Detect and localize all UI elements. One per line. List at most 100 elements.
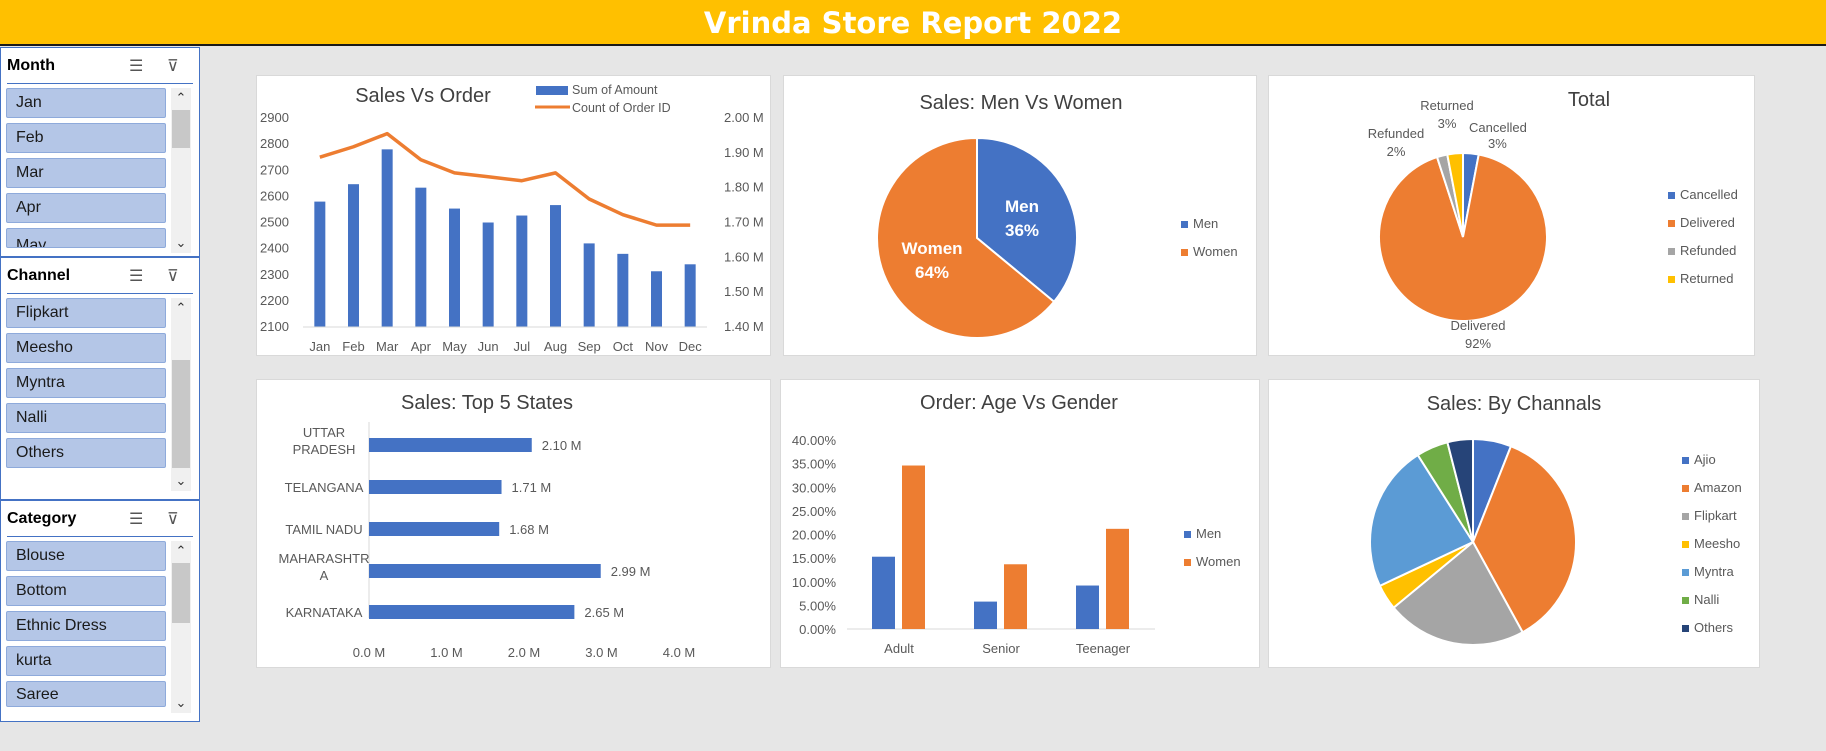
order-status-chart[interactable]: Total Cancelled 3% Delivered 92% Refunded 2% Re… <box>1268 75 1755 356</box>
legend-label: Meesho <box>1694 536 1740 551</box>
data-label: 64% <box>915 263 949 282</box>
y-tick-label: 20.00% <box>792 528 837 543</box>
chart-title: Sales: Men Vs Women <box>919 92 1122 114</box>
slicer-item-may[interactable]: May <box>6 228 166 248</box>
legend-swatch <box>1682 625 1689 632</box>
slicer-item-apr[interactable]: Apr <box>6 193 166 223</box>
scroll-down-icon[interactable]: ⌄ <box>175 235 187 250</box>
bar-sum-of-amount <box>583 243 595 327</box>
legend-swatch <box>1682 513 1689 520</box>
scroll-thumb[interactable] <box>172 563 190 623</box>
chart-title: Order: Age Vs Gender <box>920 392 1118 414</box>
slicer-item-jan[interactable]: Jan <box>6 88 166 118</box>
legend-swatch <box>1668 248 1675 255</box>
clear-filter-icon[interactable]: ⊽ <box>167 58 179 75</box>
legend-label: Returned <box>1680 271 1733 286</box>
slicer-item-bottom[interactable]: Bottom <box>6 576 166 606</box>
bar-sum-of-amount <box>684 264 696 327</box>
slicer-item-blouse[interactable]: Blouse <box>6 541 166 571</box>
x-tick-label: 2.0 M <box>508 645 541 660</box>
slicer-item-meesho[interactable]: Meesho <box>6 333 166 363</box>
clear-filter-icon[interactable]: ⊽ <box>167 268 179 285</box>
slicer-item-saree[interactable]: Saree <box>6 681 166 707</box>
slicer-item-ethnic-dress[interactable]: Ethnic Dress <box>6 611 166 641</box>
multi-select-icon[interactable]: ☰ <box>129 511 144 528</box>
slicer-scrollbar[interactable]: ⌃ ⌄ <box>171 541 191 713</box>
data-label: 2.10 M <box>542 438 582 453</box>
legend-label: Myntra <box>1694 564 1735 579</box>
line-count-of-order-id <box>319 131 691 227</box>
bar-sum-of-amount <box>550 205 561 327</box>
x-tick-label: Senior <box>982 641 1020 656</box>
bar-sum-of-amount <box>415 187 427 327</box>
channel-slicer[interactable]: Channel ☰ ⊽ Flipkart Meesho Myntra Nalli… <box>0 257 200 500</box>
legend-swatch <box>1668 276 1675 283</box>
month-slicer[interactable]: Month ☰ ⊽ Jan Feb Mar Apr May ⌃ ⌄ <box>0 47 200 257</box>
top-states-chart[interactable]: Sales: Top 5 States UTTAR PRADESH 2.10 M TEL… <box>256 379 771 668</box>
y-tick-label: 2500 <box>260 215 289 230</box>
age-vs-gender-chart[interactable]: Order: Age Vs Gender 40.00% 35.00% 30.00% 25… <box>780 379 1260 668</box>
y-tick-label: A <box>320 568 329 583</box>
category-slicer[interactable]: Category ☰ ⊽ Blouse Bottom Ethnic Dress … <box>0 500 200 722</box>
scroll-up-icon[interactable]: ⌃ <box>175 90 187 105</box>
men-vs-women-chart[interactable]: Sales: Men Vs Women Men 36% Women 64% Men Wome… <box>783 75 1257 356</box>
data-label: 2.99 M <box>611 564 651 579</box>
legend-label: Women <box>1193 244 1238 259</box>
slicer-scrollbar[interactable]: ⌃ ⌄ <box>171 88 191 253</box>
scroll-up-icon[interactable]: ⌃ <box>175 300 187 315</box>
legend-label: Count of Order ID <box>572 101 671 115</box>
y2-tick-label: 1.50 M <box>724 284 764 299</box>
multi-select-icon[interactable]: ☰ <box>129 58 144 75</box>
state-bar <box>369 522 500 536</box>
state-bar <box>369 480 502 494</box>
y-tick-label: 2600 <box>260 188 289 203</box>
slicer-item-feb[interactable]: Feb <box>6 123 166 153</box>
scroll-thumb[interactable] <box>172 110 190 148</box>
y2-tick-label: 1.60 M <box>724 249 764 264</box>
slicer-item-mar[interactable]: Mar <box>6 158 166 188</box>
bar-sum-of-amount <box>651 271 662 327</box>
slicer-scrollbar[interactable]: ⌃ ⌄ <box>171 298 191 491</box>
bar-sum-of-amount <box>348 184 359 327</box>
scroll-down-icon[interactable]: ⌄ <box>175 473 187 488</box>
legend-swatch <box>1184 559 1191 566</box>
y-tick-label: 2200 <box>260 293 289 308</box>
multi-select-icon[interactable]: ☰ <box>129 268 144 285</box>
scroll-up-icon[interactable]: ⌃ <box>175 543 187 558</box>
y-tick-label: 0.00% <box>799 622 836 637</box>
scroll-thumb[interactable] <box>172 360 190 468</box>
slicer-item-nalli[interactable]: Nalli <box>6 403 166 433</box>
state-bar <box>369 438 532 452</box>
y-tick-label: TELANGANA <box>285 480 364 495</box>
report-title: Vrinda Store Report 2022 <box>703 6 1123 40</box>
x-tick-label: Jun <box>478 339 499 354</box>
slicer-title: Channel <box>7 267 71 284</box>
slicer-item-flipkart[interactable]: Flipkart <box>6 298 166 328</box>
legend-swatch <box>1668 220 1675 227</box>
bar-men <box>872 556 895 629</box>
channel-slice <box>1392 540 1524 646</box>
slicer-item-myntra[interactable]: Myntra <box>6 368 166 398</box>
y-tick-label: PRADESH <box>293 442 356 457</box>
y-tick-label: 25.00% <box>792 504 837 519</box>
scroll-down-icon[interactable]: ⌄ <box>175 695 187 710</box>
x-tick-label: 3.0 M <box>585 645 618 660</box>
slicer-item-kurta[interactable]: kurta <box>6 646 166 676</box>
x-tick-label: Apr <box>411 339 432 354</box>
legend-swatch <box>536 86 568 95</box>
slicer-header: Category ☰ ⊽ <box>7 501 193 537</box>
x-tick-label: Dec <box>679 339 703 354</box>
bar-men <box>974 601 997 629</box>
sales-vs-order-chart[interactable]: Sales Vs Order Sum of Amount Count of Orde… <box>256 75 771 356</box>
slicer-item-others[interactable]: Others <box>6 438 166 468</box>
channel-slice <box>1471 444 1577 634</box>
legend-label: Women <box>1196 554 1241 569</box>
sales-vs-order-plot: Sales Vs Order Sum of Amount Count of Orde… <box>260 83 764 354</box>
data-label: 92% <box>1465 336 1491 351</box>
y-tick-label: 30.00% <box>792 480 837 495</box>
order-status-plot: TotalCancelled3%Delivered92%Refunded2%Re… <box>1368 89 1738 351</box>
y-tick-label: 2100 <box>260 319 289 334</box>
clear-filter-icon[interactable]: ⊽ <box>167 511 179 528</box>
legend-swatch <box>1682 541 1689 548</box>
sales-by-channel-chart[interactable]: Sales: By Channals Ajio Amazon Flipkart Mees… <box>1268 379 1760 668</box>
